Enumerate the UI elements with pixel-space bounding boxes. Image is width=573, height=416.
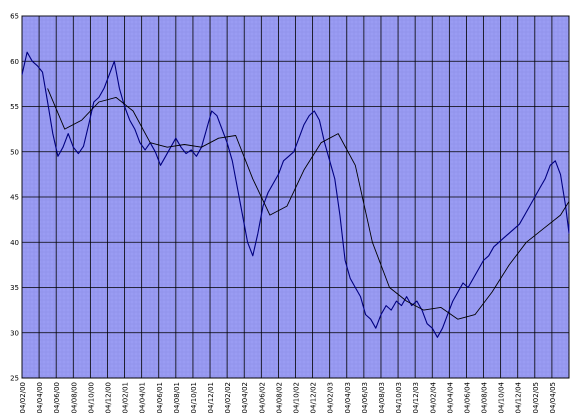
x-tick-label: 04/08/01 bbox=[173, 382, 181, 413]
x-tick-label: 04/04/05 bbox=[549, 382, 557, 413]
x-tick-label: 04/02/04 bbox=[429, 381, 437, 413]
price-series-line bbox=[21, 51, 570, 338]
x-tick-label: 04/12/04 bbox=[515, 381, 523, 413]
x-tick-label: 04/06/03 bbox=[361, 382, 369, 413]
x-tick-label: 04/12/03 bbox=[412, 382, 420, 413]
y-tick-label: 30 bbox=[10, 329, 19, 337]
y-axis-tick-labels: 25 30 35 40 45 50 55 60 65 bbox=[10, 13, 19, 383]
y-tick-label: 65 bbox=[10, 13, 19, 21]
x-tick-label: 04/12/01 bbox=[207, 382, 215, 413]
y-tick-label: 55 bbox=[10, 103, 19, 111]
x-tick-label: 04/10/00 bbox=[87, 382, 95, 413]
x-tick-label: 04/08/04 bbox=[481, 381, 489, 413]
x-tick-label: 04/04/02 bbox=[241, 382, 249, 413]
x-tick-label: 04/08/00 bbox=[70, 382, 78, 413]
x-tick-label: 04/10/03 bbox=[395, 382, 403, 413]
x-tick-label: 04/04/03 bbox=[344, 382, 352, 413]
x-tick-label: 04/12/02 bbox=[310, 382, 318, 413]
x-tick-label: 04/08/03 bbox=[378, 382, 386, 413]
x-axis-tick-labels: 04/02/00 04/04/00 04/06/00 04/08/00 04/10/00… bbox=[19, 381, 557, 413]
x-tick-label: 04/02/00 bbox=[19, 382, 27, 413]
x-tick-label: 04/12/00 bbox=[104, 382, 112, 413]
gridlines bbox=[21, 15, 570, 379]
x-tick-label: 04/04/04 bbox=[446, 381, 454, 413]
x-tick-label: 04/06/00 bbox=[53, 382, 61, 413]
x-tick-label: 04/06/04 bbox=[463, 381, 471, 413]
x-tick-label: 04/10/01 bbox=[190, 382, 198, 413]
y-tick-label: 50 bbox=[10, 148, 19, 156]
series-lines bbox=[21, 51, 570, 338]
y-tick-label: 40 bbox=[10, 239, 19, 247]
x-tick-label: 04/02/05 bbox=[532, 382, 540, 413]
x-tick-label: 04/06/01 bbox=[156, 382, 164, 413]
x-tick-label: 04/02/02 bbox=[224, 382, 232, 413]
x-tick-label: 04/02/03 bbox=[327, 382, 335, 413]
x-tick-label: 04/06/02 bbox=[258, 382, 266, 413]
x-tick-label: 04/04/01 bbox=[139, 382, 147, 413]
x-tick-label: 04/08/02 bbox=[275, 382, 283, 413]
x-tick-label: 04/10/04 bbox=[498, 381, 506, 413]
y-tick-label: 45 bbox=[10, 194, 19, 202]
y-tick-label: 25 bbox=[10, 375, 19, 383]
x-tick-label: 04/02/01 bbox=[122, 382, 130, 413]
y-tick-label: 35 bbox=[10, 284, 19, 292]
x-tick-label: 04/04/00 bbox=[36, 382, 44, 413]
moving-average-line bbox=[47, 88, 570, 320]
x-tick-label: 04/10/02 bbox=[293, 382, 301, 413]
y-tick-label: 60 bbox=[10, 58, 19, 66]
